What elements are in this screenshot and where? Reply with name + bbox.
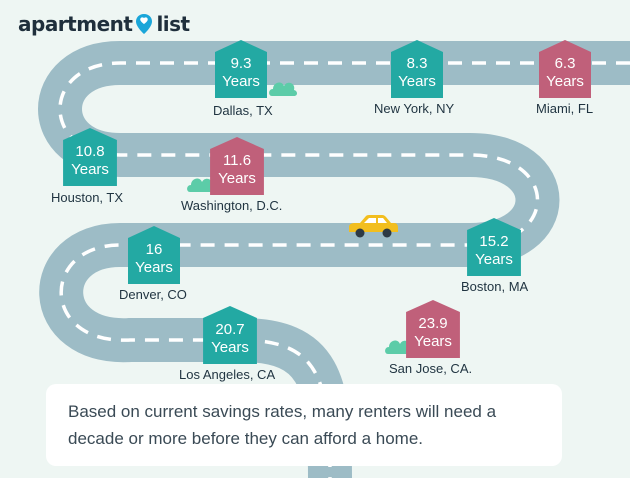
marker-value: 15.2 bbox=[479, 233, 509, 250]
house-marker-san-jose: 23.9 Years bbox=[404, 300, 462, 358]
marker-value: 8.3 bbox=[406, 55, 428, 72]
location-pin-icon bbox=[135, 13, 153, 35]
house-marker-boston: 15.2 Years bbox=[465, 218, 523, 276]
cloud-icon bbox=[385, 340, 413, 354]
marker-unit: Years bbox=[398, 73, 436, 90]
marker-unit: Years bbox=[546, 73, 584, 90]
house-marker-new-york: 8.3 Years bbox=[389, 40, 445, 98]
car-icon bbox=[349, 215, 398, 238]
city-label: New York, NY bbox=[374, 101, 455, 116]
brand-name-right: list bbox=[156, 12, 190, 36]
marker-unit: Years bbox=[211, 339, 249, 356]
house-marker-houston: 10.8 Years bbox=[61, 128, 119, 186]
summary-note: Based on current savings rates, many ren… bbox=[46, 384, 562, 466]
house-marker-washington: 11.6 Years bbox=[208, 137, 266, 195]
city-label: Boston, MA bbox=[461, 279, 529, 294]
cloud-icon bbox=[187, 178, 215, 192]
house-marker-los-angeles: 20.7 Years bbox=[201, 306, 259, 364]
city-label: Denver, CO bbox=[119, 287, 187, 302]
marker-value: 20.7 bbox=[215, 321, 245, 338]
brand-logo: apartment list bbox=[18, 12, 190, 36]
marker-unit: Years bbox=[222, 73, 260, 90]
marker-value: 23.9 bbox=[418, 315, 448, 332]
marker-value: 10.8 bbox=[75, 143, 105, 160]
city-label: San Jose, CA. bbox=[389, 361, 473, 376]
marker-unit: Years bbox=[475, 251, 513, 268]
marker-unit: Years bbox=[71, 161, 109, 178]
marker-unit: Years bbox=[218, 170, 256, 187]
house-marker-dallas: 9.3 Years bbox=[213, 40, 269, 98]
city-label: Washington, D.C. bbox=[181, 198, 283, 213]
city-label: Miami, FL bbox=[536, 101, 594, 116]
marker-value: 11.6 bbox=[222, 152, 252, 169]
city-label: Dallas, TX bbox=[213, 103, 273, 118]
house-marker-miami: 6.3 Years bbox=[537, 40, 593, 98]
marker-value: 16 bbox=[145, 241, 163, 258]
marker-unit: Years bbox=[414, 333, 452, 350]
city-label: Houston, TX bbox=[51, 190, 124, 205]
marker-unit: Years bbox=[135, 259, 173, 276]
house-marker-denver: 16 Years bbox=[126, 226, 182, 284]
marker-value: 9.3 bbox=[230, 55, 252, 72]
cloud-icon bbox=[269, 82, 297, 96]
brand-name-left: apartment bbox=[18, 12, 133, 36]
city-label: Los Angeles, CA bbox=[179, 367, 276, 382]
marker-value: 6.3 bbox=[554, 55, 576, 72]
